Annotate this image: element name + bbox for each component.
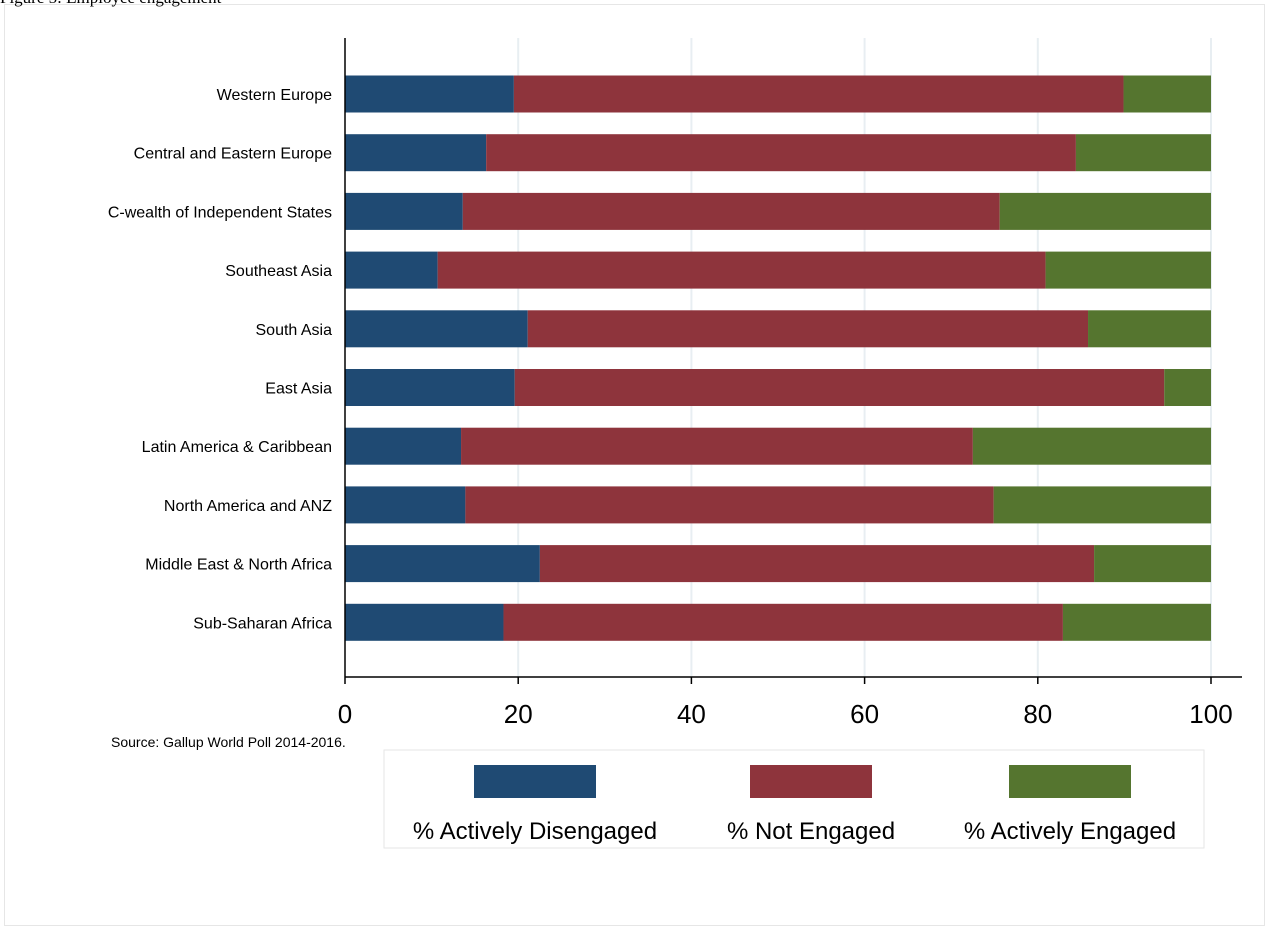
- x-tick-labels: 0 20 40 60 80 100: [338, 699, 1233, 729]
- bar-central-and-eastern-europe-actively-engaged: [1075, 134, 1211, 172]
- x-tick-label: 40: [677, 699, 706, 729]
- bar-middle-east-north-africa-not-engaged: [539, 545, 1095, 583]
- legend-swatch-actively-engaged: [1009, 765, 1131, 798]
- bar-western-europe-actively-disengaged: [345, 75, 514, 113]
- legend-label: % Not Engaged: [727, 818, 895, 845]
- bar-east-asia-actively-engaged: [1164, 369, 1211, 406]
- bar-southeast-asia-actively-disengaged: [345, 251, 438, 289]
- bar-sub-saharan-africa-actively-engaged: [1062, 603, 1211, 641]
- category-label: Western Europe: [217, 87, 332, 104]
- bar-latin-america-caribbean-actively-disengaged: [345, 427, 462, 465]
- bar-east-asia-actively-disengaged: [345, 369, 515, 406]
- category-label: North America and ANZ: [164, 498, 332, 515]
- bar-central-and-eastern-europe-not-engaged: [486, 134, 1076, 172]
- bar-sub-saharan-africa-actively-disengaged: [345, 603, 504, 641]
- category-label: Southeast Asia: [225, 263, 332, 280]
- bar-southeast-asia-not-engaged: [437, 251, 1046, 289]
- bar-latin-america-caribbean-actively-engaged: [972, 427, 1211, 465]
- bar-c-wealth-of-independent-states-actively-disengaged: [345, 192, 463, 230]
- category-label: Middle East & North Africa: [145, 557, 332, 574]
- page-title: Figure 5: Employee engagement: [0, 0, 221, 8]
- legend: % Actively Disengaged % Not Engaged % Acti…: [383, 749, 1205, 849]
- bar-north-america-and-anz-actively-disengaged: [345, 486, 466, 524]
- bar-western-europe-actively-engaged: [1123, 75, 1211, 113]
- bar-c-wealth-of-independent-states-actively-engaged: [999, 192, 1211, 230]
- bar-c-wealth-of-independent-states-not-engaged: [462, 192, 1000, 230]
- category-label: C-wealth of Independent States: [108, 204, 332, 221]
- x-tick-label: 0: [338, 699, 352, 729]
- bars: [345, 75, 1211, 641]
- category-label: Sub-Saharan Africa: [193, 615, 332, 632]
- bar-latin-america-caribbean-not-engaged: [461, 427, 973, 465]
- x-tick-label: 60: [850, 699, 879, 729]
- axes: [344, 38, 1242, 684]
- bar-middle-east-north-africa-actively-disengaged: [345, 545, 540, 583]
- legend-label: % Actively Engaged: [964, 818, 1176, 845]
- bar-north-america-and-anz-not-engaged: [465, 486, 994, 524]
- source-note: Source: Gallup World Poll 2014-2016.: [111, 734, 346, 750]
- x-tick-label: 20: [504, 699, 533, 729]
- category-labels: Western Europe Central and Eastern Europe…: [108, 87, 332, 632]
- bar-south-asia-actively-engaged: [1088, 310, 1211, 348]
- bar-north-america-and-anz-actively-engaged: [993, 486, 1211, 524]
- x-tick-label: 100: [1189, 699, 1232, 729]
- bar-south-asia-not-engaged: [527, 310, 1089, 348]
- bar-middle-east-north-africa-actively-engaged: [1094, 545, 1211, 583]
- category-label: Central and Eastern Europe: [134, 146, 332, 163]
- legend-swatch-not-engaged: [750, 765, 872, 798]
- legend-label: % Actively Disengaged: [413, 818, 657, 845]
- bar-western-europe-not-engaged: [513, 75, 1124, 113]
- bar-sub-saharan-africa-not-engaged: [503, 603, 1063, 641]
- bar-east-asia-not-engaged: [514, 369, 1165, 406]
- bar-south-asia-actively-disengaged: [345, 310, 528, 348]
- x-tick-label: 80: [1023, 699, 1052, 729]
- bar-southeast-asia-actively-engaged: [1045, 251, 1211, 289]
- category-label: South Asia: [256, 322, 333, 339]
- bar-central-and-eastern-europe-actively-disengaged: [345, 134, 487, 172]
- category-label: East Asia: [265, 381, 332, 398]
- legend-swatch-actively-disengaged: [474, 765, 596, 798]
- category-label: Latin America & Caribbean: [142, 439, 332, 456]
